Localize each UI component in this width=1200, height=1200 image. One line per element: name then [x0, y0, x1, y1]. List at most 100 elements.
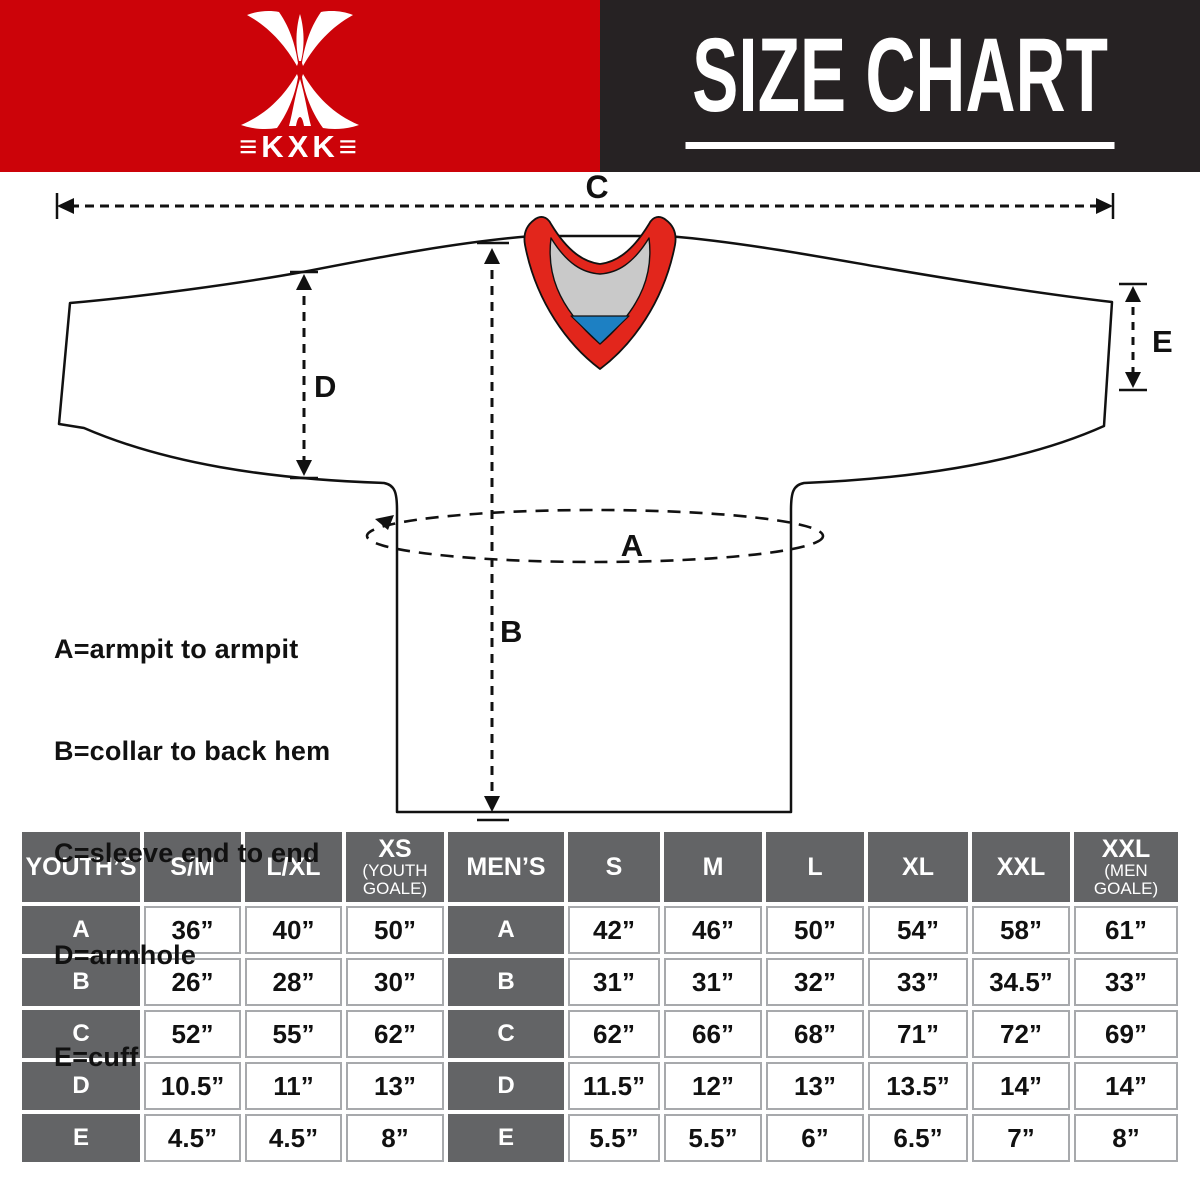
size-value: 6.5”	[868, 1114, 968, 1162]
measure-ellipse-a	[365, 508, 825, 564]
measure-label-a: A	[621, 528, 643, 563]
legend-line: A=armpit to armpit	[54, 634, 299, 664]
row-label-men: D	[448, 1062, 564, 1110]
size-value: 4.5”	[144, 1114, 241, 1162]
col-header-youth-xs-goalie: XS (YOUTH GOALE)	[346, 832, 444, 902]
jersey-diagram: C D	[0, 172, 1200, 1072]
size-value: 6”	[766, 1114, 864, 1162]
col-header-men-m: M	[664, 832, 762, 902]
row-label-men: E	[448, 1114, 564, 1162]
page-title: SIZE CHART	[685, 23, 1115, 149]
measure-legend: A=armpit to armpit B=collar to back hem …	[54, 564, 330, 1142]
size-value: 11”	[245, 1062, 342, 1110]
size-value: 72”	[972, 1010, 1070, 1058]
measure-label-c: C	[585, 172, 608, 205]
size-value: 33”	[1074, 958, 1178, 1006]
measure-label-e: E	[1152, 324, 1173, 359]
size-value: 32”	[766, 958, 864, 1006]
row-label-youth: B	[22, 958, 140, 1006]
size-value: 61”	[1074, 906, 1178, 954]
col-header-sublabel: (MEN GOALE)	[1093, 861, 1159, 899]
col-header-youth-sm: S/M	[144, 832, 241, 902]
table-row: D 10.5” 11” 13” D 11.5” 12” 13” 13.5” 14” 14”	[22, 1062, 1178, 1110]
row-label-men: B	[448, 958, 564, 1006]
jersey-collar	[523, 216, 677, 370]
col-header-men-xxl-goalie: XXL (MEN GOALE)	[1074, 832, 1178, 902]
col-header-men-s: S	[568, 832, 660, 902]
size-value: 50”	[766, 906, 864, 954]
size-value: 36”	[144, 906, 241, 954]
size-table: YOUTH’S S/M L/XL XS (YOUTH GOALE) MEN’S …	[18, 828, 1182, 1166]
size-value: 34.5”	[972, 958, 1070, 1006]
size-value: 31”	[568, 958, 660, 1006]
size-value: 10.5”	[144, 1062, 241, 1110]
size-value: 26”	[144, 958, 241, 1006]
jersey-diagram-canvas: C D	[55, 172, 1173, 822]
size-value: 14”	[972, 1062, 1070, 1110]
jersey-outline	[57, 234, 1114, 814]
size-value: 4.5”	[245, 1114, 342, 1162]
size-value: 58”	[972, 906, 1070, 954]
size-value: 5.5”	[568, 1114, 660, 1162]
size-value: 46”	[664, 906, 762, 954]
size-value: 40”	[245, 906, 342, 954]
col-header-label: XXL	[1101, 835, 1151, 864]
title-banner: SIZE CHART	[600, 0, 1200, 172]
size-value: 55”	[245, 1010, 342, 1058]
col-header-sublabel: (YOUTH GOALE)	[362, 861, 428, 899]
row-label-youth: E	[22, 1114, 140, 1162]
size-value: 7”	[972, 1114, 1070, 1162]
legend-line: D=armhole	[54, 940, 197, 970]
size-value: 50”	[346, 906, 444, 954]
measure-arrow-b	[477, 241, 509, 822]
kxk-logo-icon	[241, 10, 359, 129]
col-header-youth-lxl: L/XL	[245, 832, 342, 902]
size-value: 62”	[568, 1010, 660, 1058]
legend-line: E=cuff	[54, 1042, 139, 1072]
size-value: 11.5”	[568, 1062, 660, 1110]
measure-arrow-c	[55, 193, 1115, 219]
col-header-men-xl: XL	[868, 832, 968, 902]
col-header-label: XS	[378, 835, 412, 864]
measure-label-d: D	[314, 369, 336, 404]
size-value: 66”	[664, 1010, 762, 1058]
size-value: 62”	[346, 1010, 444, 1058]
row-label-youth: A	[22, 906, 140, 954]
size-value: 31”	[664, 958, 762, 1006]
table-header-row: YOUTH’S S/M L/XL XS (YOUTH GOALE) MEN’S …	[22, 832, 1178, 902]
size-table-section: YOUTH’S S/M L/XL XS (YOUTH GOALE) MEN’S …	[0, 828, 1200, 1166]
row-label-youth: D	[22, 1062, 140, 1110]
size-value: 28”	[245, 958, 342, 1006]
table-row: C 52” 55” 62” C 62” 66” 68” 71” 72” 69”	[22, 1010, 1178, 1058]
measure-arrow-e	[1119, 282, 1147, 392]
size-value: 12”	[664, 1062, 762, 1110]
size-value: 30”	[346, 958, 444, 1006]
col-header-men-xxl: XXL	[972, 832, 1070, 902]
measure-arrow-d	[290, 270, 318, 480]
col-header-mens: MEN’S	[448, 832, 564, 902]
size-value: 33”	[868, 958, 968, 1006]
col-header-youths: YOUTH’S	[22, 832, 140, 902]
brand-wordmark: ≡KXK≡	[239, 128, 361, 164]
header: ≡KXK≡ SIZE CHART	[0, 0, 1200, 172]
collar-bottom-blue	[570, 315, 630, 345]
size-table-body: A 36” 40” 50” A 42” 46” 50” 54” 58” 61” B 26” 28” 30” B…	[22, 906, 1178, 1162]
brand-banner: ≡KXK≡	[0, 0, 600, 172]
col-header-men-l: L	[766, 832, 864, 902]
size-value: 8”	[1074, 1114, 1178, 1162]
row-label-youth: C	[22, 1010, 140, 1058]
size-value: 42”	[568, 906, 660, 954]
row-label-men: C	[448, 1010, 564, 1058]
table-row: E 4.5” 4.5” 8” E 5.5” 5.5” 6” 6.5” 7” 8”	[22, 1114, 1178, 1162]
size-value: 52”	[144, 1010, 241, 1058]
size-value: 68”	[766, 1010, 864, 1058]
size-value: 69”	[1074, 1010, 1178, 1058]
legend-line: C=sleeve end to end	[54, 838, 320, 868]
size-value: 54”	[868, 906, 968, 954]
size-value: 8”	[346, 1114, 444, 1162]
table-row: A 36” 40” 50” A 42” 46” 50” 54” 58” 61”	[22, 906, 1178, 954]
size-value: 14”	[1074, 1062, 1178, 1110]
table-row: B 26” 28” 30” B 31” 31” 32” 33” 34.5” 33”	[22, 958, 1178, 1006]
size-value: 13”	[346, 1062, 444, 1110]
